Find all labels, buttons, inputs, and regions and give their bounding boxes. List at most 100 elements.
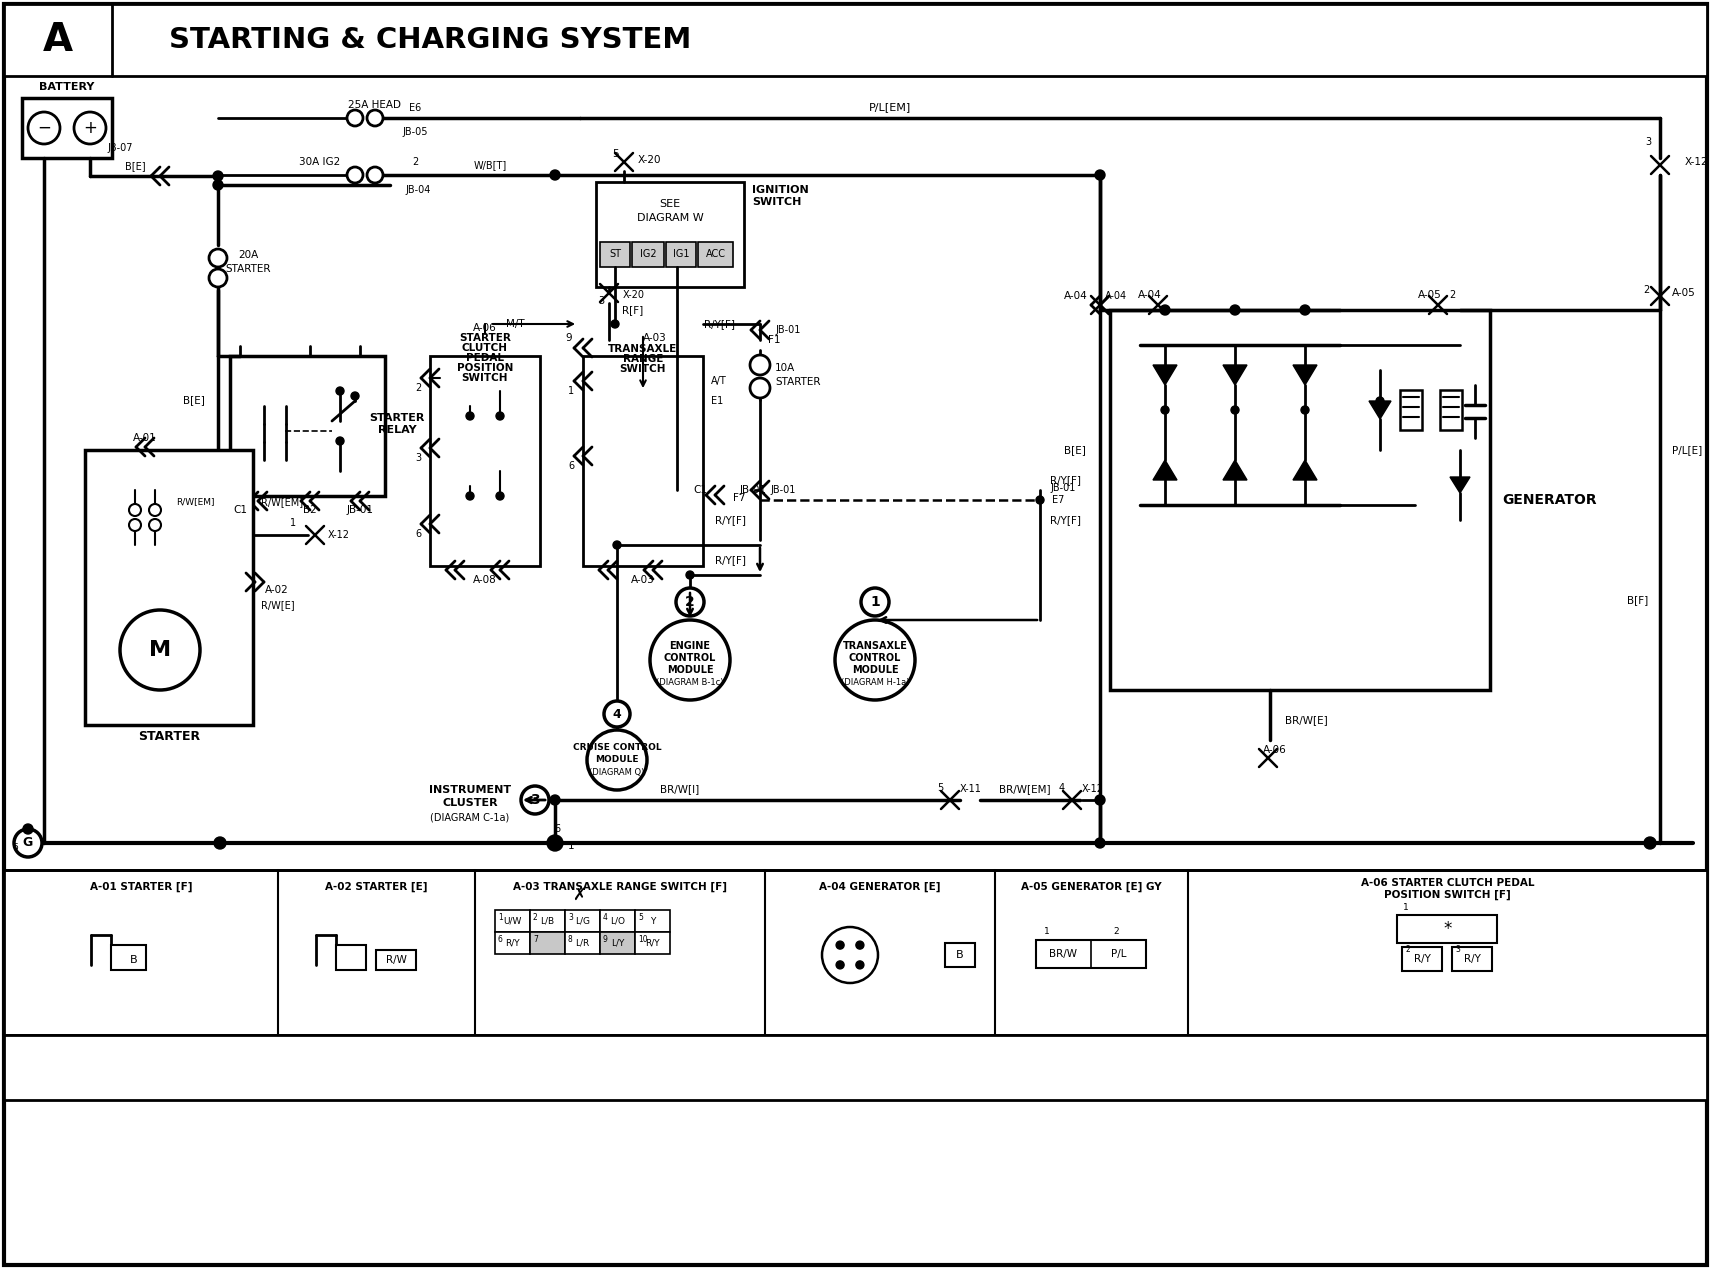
- Polygon shape: [1294, 365, 1317, 385]
- Bar: [111, 945, 145, 970]
- Text: SWITCH: SWITCH: [462, 373, 508, 383]
- Text: A-06: A-06: [474, 324, 496, 332]
- Circle shape: [128, 504, 140, 516]
- Bar: [3, 871, 1708, 1036]
- Circle shape: [128, 519, 140, 530]
- Circle shape: [1095, 170, 1105, 180]
- Bar: [565, 910, 601, 931]
- Text: (DIAGRAM H-1a): (DIAGRAM H-1a): [840, 678, 909, 687]
- Text: B[E]: B[E]: [125, 161, 145, 171]
- Circle shape: [212, 180, 222, 190]
- Text: 9: 9: [602, 935, 607, 944]
- Circle shape: [549, 794, 559, 805]
- Text: U/W: U/W: [503, 916, 522, 925]
- Text: 9: 9: [566, 332, 571, 343]
- Circle shape: [548, 835, 563, 851]
- Text: R/Y[F]: R/Y[F]: [715, 515, 746, 525]
- Text: +: +: [84, 119, 98, 137]
- Text: JB-05: JB-05: [402, 127, 428, 137]
- Text: A-03: A-03: [631, 575, 655, 585]
- Circle shape: [351, 392, 359, 400]
- Circle shape: [366, 110, 383, 126]
- Text: GENERATOR: GENERATOR: [1502, 492, 1596, 508]
- Text: INSTRUMENT: INSTRUMENT: [429, 786, 512, 794]
- Bar: [944, 943, 975, 967]
- Text: (DIAGRAM Q): (DIAGRAM Q): [589, 768, 645, 777]
- Text: BATTERY: BATTERY: [39, 82, 94, 91]
- Circle shape: [613, 541, 621, 549]
- Text: RANGE: RANGE: [623, 354, 664, 364]
- Text: X-12: X-12: [1685, 157, 1709, 168]
- Text: 6: 6: [554, 824, 559, 834]
- Text: SWITCH: SWITCH: [619, 364, 666, 374]
- Text: JB-01: JB-01: [347, 505, 373, 515]
- Text: B[F]: B[F]: [1627, 595, 1648, 605]
- Text: G: G: [22, 836, 33, 849]
- Polygon shape: [1223, 459, 1247, 480]
- Text: BR/W[EM]: BR/W[EM]: [999, 784, 1051, 794]
- Text: A-04: A-04: [1138, 291, 1162, 299]
- Text: R/Y: R/Y: [505, 939, 520, 948]
- Bar: [1403, 947, 1442, 971]
- Bar: [494, 910, 530, 931]
- Text: B[E]: B[E]: [1064, 445, 1086, 456]
- Text: E7: E7: [1052, 495, 1064, 505]
- Text: ENGINE: ENGINE: [669, 641, 710, 651]
- Text: P/L[E]: P/L[E]: [1672, 445, 1702, 456]
- Circle shape: [1644, 838, 1656, 849]
- Bar: [1037, 940, 1146, 968]
- Circle shape: [149, 519, 161, 530]
- Circle shape: [120, 610, 200, 690]
- Polygon shape: [1369, 401, 1391, 419]
- Text: 1: 1: [568, 841, 575, 851]
- Text: 25A HEAD: 25A HEAD: [349, 100, 402, 110]
- Text: 2: 2: [414, 383, 421, 393]
- Bar: [229, 357, 385, 496]
- Circle shape: [1095, 838, 1105, 848]
- Text: 20A: 20A: [238, 250, 258, 260]
- Bar: [530, 910, 565, 931]
- Bar: [337, 945, 366, 970]
- Text: BR/W[E]: BR/W[E]: [1285, 714, 1328, 725]
- Text: MODULE: MODULE: [667, 665, 713, 675]
- Text: M: M: [149, 640, 171, 660]
- Circle shape: [212, 171, 222, 181]
- Text: 2: 2: [534, 912, 537, 923]
- Text: 4: 4: [613, 708, 621, 721]
- Text: IGNITION: IGNITION: [753, 185, 809, 195]
- Circle shape: [676, 588, 703, 615]
- Text: POSITION: POSITION: [457, 363, 513, 373]
- Text: A-06 STARTER CLUTCH PEDAL: A-06 STARTER CLUTCH PEDAL: [1360, 878, 1535, 888]
- Circle shape: [749, 355, 770, 376]
- Text: Y: Y: [650, 916, 655, 925]
- Circle shape: [522, 786, 549, 813]
- Circle shape: [821, 926, 878, 983]
- Text: BR/W: BR/W: [1049, 949, 1078, 959]
- Text: STARTER: STARTER: [370, 412, 424, 423]
- Text: 2: 2: [684, 595, 695, 609]
- Text: −: −: [38, 119, 51, 137]
- Text: 5: 5: [613, 148, 619, 159]
- Text: 1: 1: [871, 595, 879, 609]
- Text: 2: 2: [412, 157, 417, 168]
- Text: B: B: [956, 950, 963, 961]
- Bar: [1398, 915, 1497, 943]
- Text: 3: 3: [1456, 945, 1461, 954]
- Bar: [583, 357, 703, 566]
- Text: TRANSAXLE: TRANSAXLE: [609, 344, 678, 354]
- Text: PEDAL: PEDAL: [465, 353, 505, 363]
- Text: IG1: IG1: [672, 249, 690, 259]
- Text: (DIAGRAM B-1c): (DIAGRAM B-1c): [657, 678, 724, 687]
- Text: R/W[EM]: R/W[EM]: [176, 497, 216, 506]
- Text: CRUISE CONTROL: CRUISE CONTROL: [573, 744, 662, 753]
- Text: *: *: [1444, 920, 1451, 938]
- Bar: [565, 931, 601, 954]
- Bar: [1400, 390, 1422, 430]
- Text: A-01: A-01: [133, 433, 157, 443]
- Circle shape: [861, 588, 890, 615]
- Circle shape: [1095, 794, 1105, 805]
- Circle shape: [209, 249, 228, 266]
- Text: SWITCH: SWITCH: [753, 197, 801, 207]
- Polygon shape: [1153, 365, 1177, 385]
- Text: R/Y[F]: R/Y[F]: [1051, 515, 1081, 525]
